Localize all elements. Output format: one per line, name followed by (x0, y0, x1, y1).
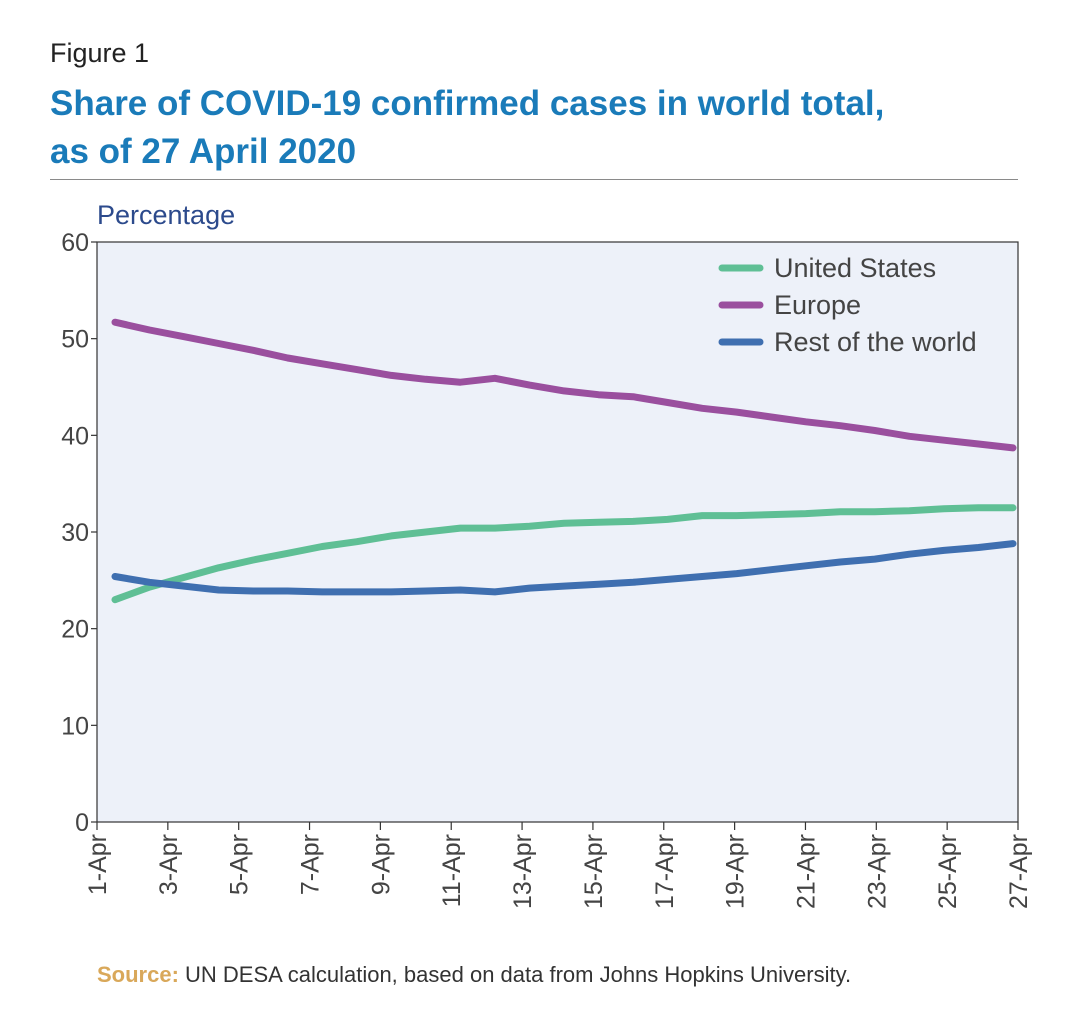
y-tick-label: 30 (61, 519, 89, 547)
x-tick-label: 3-Apr (155, 834, 183, 895)
y-axis: 0 10 20 30 40 50 60 (61, 229, 97, 837)
x-tick-label: 21-Apr (792, 834, 820, 909)
x-tick-label: 25-Apr (934, 834, 962, 909)
y-tick-label: 40 (61, 422, 89, 450)
y-tick-label: 60 (61, 229, 89, 257)
x-tick-label: 11-Apr (438, 834, 466, 907)
y-tick-label: 50 (61, 326, 89, 354)
source-note: Source: UN DESA calculation, based on da… (97, 962, 851, 988)
x-axis: 1-Apr 3-Apr 5-Apr 7-Apr 9-Apr 11-Apr 13-Apr 15-… (84, 822, 1033, 909)
plot-area (96, 241, 1019, 823)
x-tick-label: 7-Apr (297, 834, 325, 895)
x-tick-label: 9-Apr (367, 834, 395, 895)
chart-title-line1: Share of COVID-19 confirmed cases in wor… (50, 84, 885, 123)
title-divider (50, 179, 1018, 180)
line-chart: Percentage 0 10 20 30 40 50 60 1-Apr 3-Apr 5-Apr… (61, 200, 1033, 909)
x-tick-label: 19-Apr (722, 834, 750, 909)
x-tick-label: 5-Apr (226, 834, 254, 895)
x-tick-label: 13-Apr (509, 834, 537, 909)
source-label: Source: (97, 962, 179, 987)
figure-label: Figure 1 (50, 38, 150, 68)
y-tick-label: 10 (61, 712, 89, 740)
chart-title-line2: as of 27 April 2020 (50, 132, 357, 171)
y-tick-label: 20 (61, 616, 89, 644)
series-line-rest-of-the-world (111, 540, 1017, 596)
series-line-europe (111, 318, 1017, 452)
source-text: UN DESA calculation, based on data from … (178, 962, 852, 987)
legend-label-united-states: United States (774, 253, 936, 283)
series-lines (111, 318, 1017, 604)
chart-title: Share of COVID-19 confirmed cases in wor… (50, 80, 1010, 176)
x-tick-label: 1-Apr (84, 834, 112, 895)
legend-label-europe: Europe (774, 290, 861, 320)
y-axis-label: Percentage (97, 200, 235, 230)
legend: United States Europe Rest of the world (718, 253, 977, 357)
x-tick-label: 27-Apr (1005, 834, 1033, 909)
series-line-united-states (111, 504, 1017, 604)
x-tick-label: 23-Apr (863, 834, 891, 909)
x-tick-label: 17-Apr (651, 834, 679, 909)
x-tick-label: 15-Apr (580, 834, 608, 909)
y-tick-label: 0 (75, 809, 89, 837)
legend-label-rest-of-the-world: Rest of the world (774, 327, 977, 357)
